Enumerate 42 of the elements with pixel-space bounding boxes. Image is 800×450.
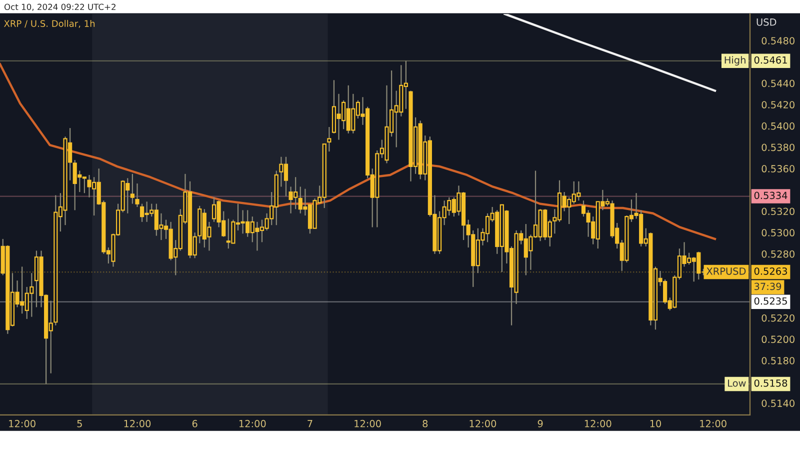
line-series [504, 14, 716, 92]
x-tick-label: 5 [77, 420, 82, 428]
x-tick-label: 10 [650, 420, 662, 428]
y-tick-label: 0.5220 [762, 314, 794, 322]
x-tick-label: 12:00 [239, 420, 266, 428]
y-tick-label: 0.5280 [762, 250, 794, 258]
candlestick [130, 173, 134, 204]
ref-line-label: 0.5461 [754, 56, 787, 64]
x-tick-label: 12:00 [124, 420, 151, 428]
line-series [0, 62, 716, 240]
chart-subtitle: Oct 10, 2024 09:22 UTC+2 [4, 4, 116, 11]
x-tick-label: 6 [192, 420, 198, 428]
ref-line-label: 0.5158 [754, 379, 788, 387]
y-axis-title: USD [756, 18, 776, 26]
ref-line-label: 0.5263 [754, 267, 787, 275]
x-tick-label: 8 [422, 420, 428, 428]
y-tick-label: 0.5180 [762, 356, 794, 364]
y-tick-label: 0.5480 [762, 37, 794, 44]
text: XRP / U.S. Dollar, 1h [4, 20, 95, 28]
annotation: High [724, 56, 746, 66]
y-tick-label: 0.5320 [762, 208, 794, 216]
x-tick-label: 12:00 [470, 420, 496, 428]
y-tick-label: 0.5360 [762, 165, 794, 172]
x-tick-label: 7 [308, 420, 312, 428]
text: 37:39 [754, 282, 782, 290]
y-tick-label: 0.5400 [762, 122, 794, 130]
x-tick-label: 12:00 [354, 420, 381, 428]
x-tick-label: 12:00 [584, 420, 612, 428]
ref-line-label: 0.5235 [754, 297, 787, 305]
y-tick-label: 0.5420 [762, 101, 794, 108]
ref-line-label: 0.5334 [754, 192, 788, 200]
annotation: Low [728, 380, 746, 387]
annotation: XRPUSD [706, 267, 746, 275]
candlestick [135, 182, 140, 208]
x-tick-label: 9 [538, 420, 543, 428]
y-tick-label: 0.5440 [762, 80, 794, 88]
y-tick-label: 0.5200 [762, 336, 794, 344]
y-tick-label: 0.5380 [762, 144, 794, 152]
y-tick-label: 0.5140 [762, 400, 794, 407]
y-tick-label: 0.5300 [762, 229, 794, 236]
x-tick-label: 12:00 [700, 420, 726, 428]
x-tick-label: 12:00 [9, 420, 36, 428]
